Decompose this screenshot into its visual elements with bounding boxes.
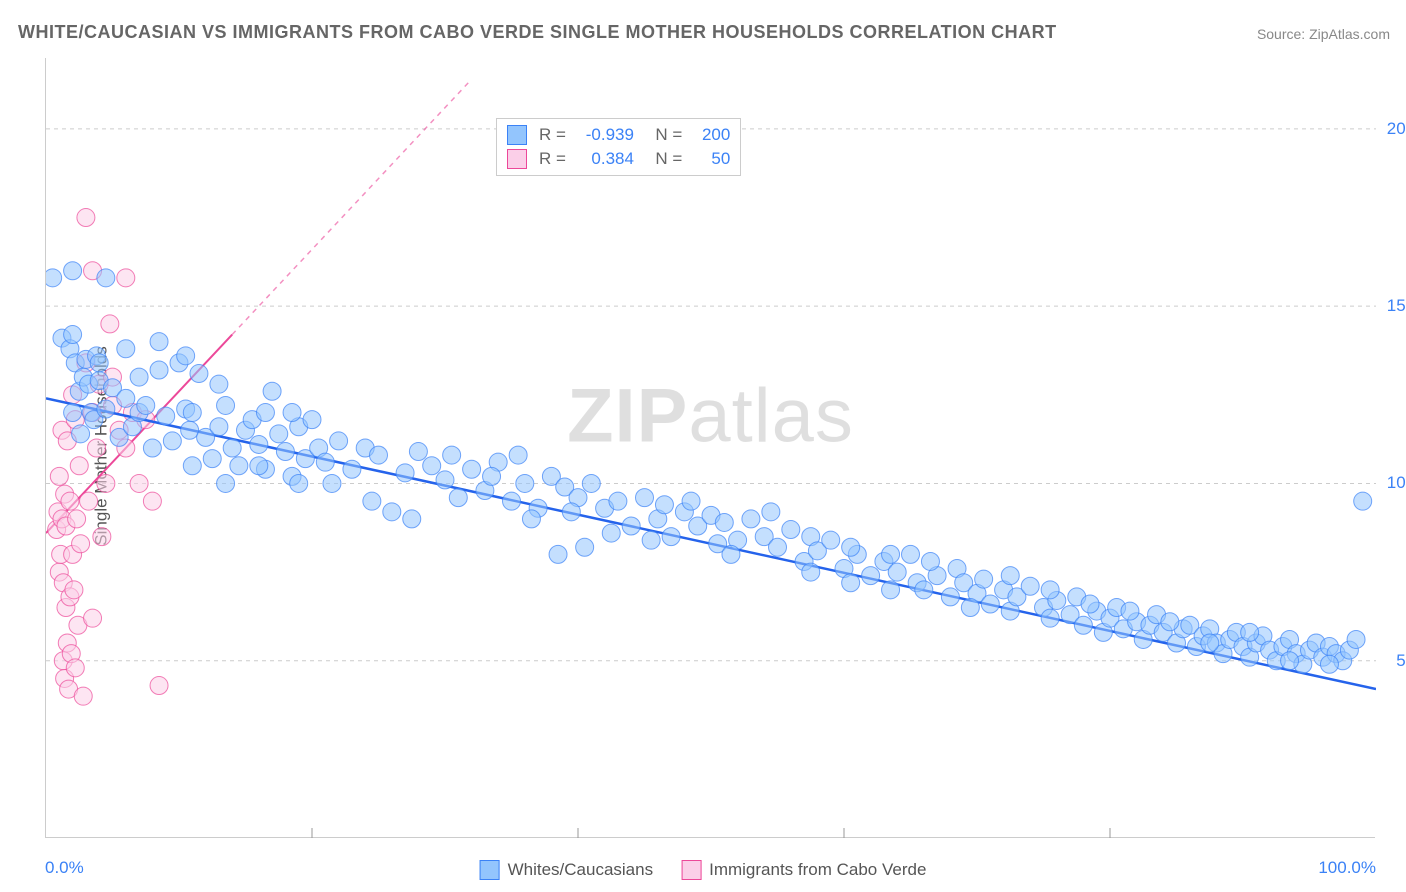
r-value-2: 0.384 bbox=[576, 147, 634, 171]
plot-area: ZIPatlas R = -0.939 N = 200 R = 0.384 N … bbox=[45, 58, 1375, 838]
series-legend: Whites/Caucasians Immigrants from Cabo V… bbox=[480, 860, 927, 880]
y-tick-5: 5.0% bbox=[1380, 651, 1406, 671]
source-attribution: Source: ZipAtlas.com bbox=[1257, 26, 1390, 42]
swatch-series-1 bbox=[507, 125, 527, 145]
swatch-bottom-2 bbox=[681, 860, 701, 880]
n-value-2: 50 bbox=[692, 147, 730, 171]
swatch-bottom-1 bbox=[480, 860, 500, 880]
chart-container: WHITE/CAUCASIAN VS IMMIGRANTS FROM CABO … bbox=[0, 0, 1406, 892]
n-value-1: 200 bbox=[692, 123, 730, 147]
chart-title: WHITE/CAUCASIAN VS IMMIGRANTS FROM CABO … bbox=[18, 22, 1057, 43]
r-value-1: -0.939 bbox=[576, 123, 634, 147]
y-tick-20: 20.0% bbox=[1380, 119, 1406, 139]
r-label-1: R = bbox=[539, 123, 566, 147]
legend-label-2: Immigrants from Cabo Verde bbox=[709, 860, 926, 880]
legend-item-2: Immigrants from Cabo Verde bbox=[681, 860, 926, 880]
legend-row-2: R = 0.384 N = 50 bbox=[507, 147, 730, 171]
x-tick-max: 100.0% bbox=[1318, 858, 1376, 878]
legend-row-1: R = -0.939 N = 200 bbox=[507, 123, 730, 147]
legend-label-1: Whites/Caucasians bbox=[508, 860, 654, 880]
r-label-2: R = bbox=[539, 147, 566, 171]
n-label-2: N = bbox=[646, 147, 682, 171]
n-label-1: N = bbox=[646, 123, 682, 147]
legend-item-1: Whites/Caucasians bbox=[480, 860, 654, 880]
y-tick-10: 10.0% bbox=[1380, 473, 1406, 493]
correlation-legend: R = -0.939 N = 200 R = 0.384 N = 50 bbox=[496, 118, 741, 176]
y-tick-15: 15.0% bbox=[1380, 296, 1406, 316]
x-tick-min: 0.0% bbox=[45, 858, 84, 878]
swatch-series-2 bbox=[507, 149, 527, 169]
